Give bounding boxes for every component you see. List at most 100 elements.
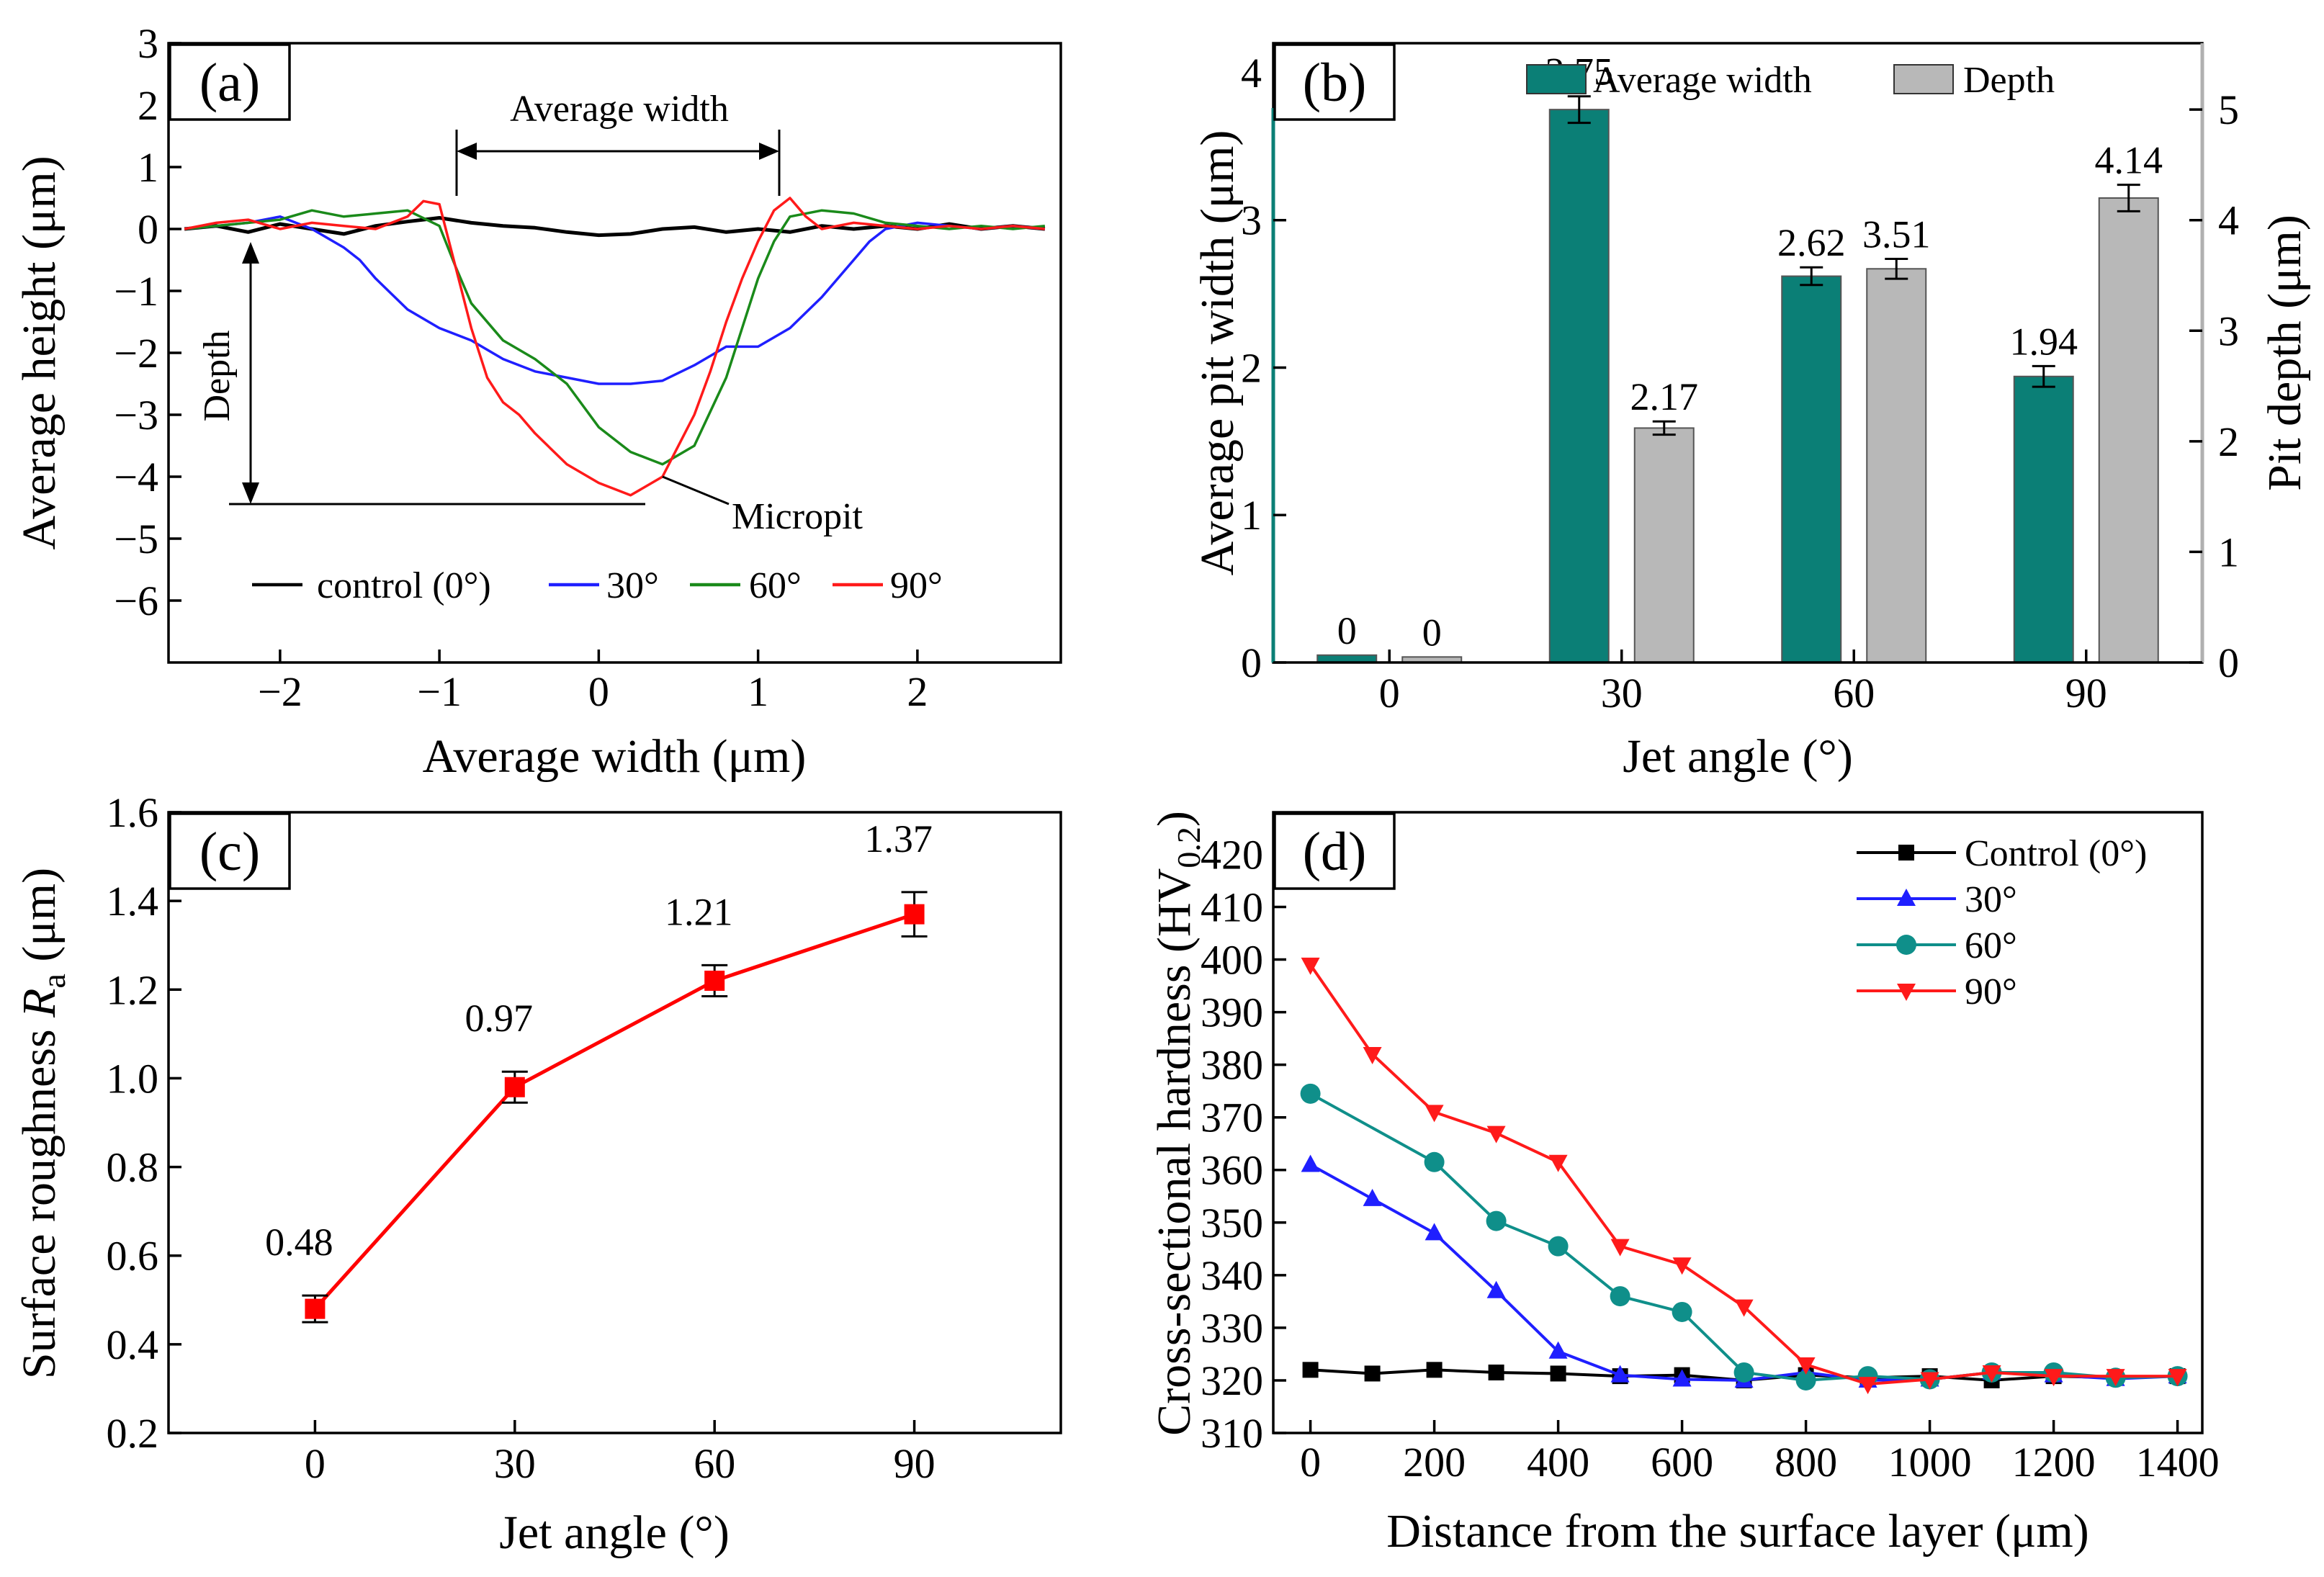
- panel-b-y-tick-label: 4: [1241, 50, 1262, 96]
- panel-d-line-chart: 310 320 330 340 350 360 370 380 390 400 410 420 0 200…: [1148, 811, 2220, 1558]
- point-30-: [1486, 1280, 1506, 1298]
- panel-d-x-tick-label: 0: [1300, 1439, 1321, 1486]
- bar-data-label: 1.94: [2010, 320, 2078, 363]
- panel-b-legend: Average width Depth: [1526, 60, 2055, 101]
- panel-a-ticks: 3 2 1 0 −1 −2 −3 −4 −5 −6 −2 −1 0 1 2: [114, 20, 928, 715]
- panel-a-legend: control (0°) 30° 60° 90°: [252, 565, 943, 606]
- panel-b-y-tick-label: 1: [1241, 492, 1262, 539]
- point-control-0-: [1426, 1362, 1443, 1378]
- panel-b-label: (b): [1303, 53, 1367, 113]
- legend-label-control: control (0°): [317, 565, 491, 606]
- panel-b-y-tick-label: 0: [1241, 639, 1262, 686]
- panel-d-y-tick-label: 360: [1201, 1147, 1263, 1194]
- panel-d-y-tick-label: 400: [1201, 937, 1263, 984]
- point-90-: [1363, 1047, 1382, 1065]
- series-line-30-: [1309, 1163, 2178, 1382]
- average-width-annotation-text: Average width: [510, 89, 729, 130]
- panel-a-y-tick-label: −4: [114, 454, 158, 500]
- bar-average-width: [2013, 375, 2074, 663]
- panel-b-y-right-tick-label: 2: [2218, 418, 2239, 465]
- point-90-: [1734, 1299, 1754, 1317]
- legend-marker-60-: [1896, 935, 1916, 955]
- point-90-: [2044, 1369, 2063, 1387]
- point-30-: [1425, 1223, 1444, 1241]
- panel-c-x-tick-label: 0: [305, 1440, 326, 1487]
- panel-c-y-tick-label: 0.4: [107, 1321, 159, 1368]
- panel-b-bar-chart: 003.752.172.623.511.944.14 0123401234503…: [1191, 42, 2311, 783]
- legend-label-average-width: Average width: [1593, 60, 1812, 101]
- panel-c-y-axis-unit: (μm): [13, 868, 66, 974]
- micropit-annotation-text: Micropit: [732, 496, 863, 537]
- legend-marker-30-: [1897, 889, 1916, 906]
- point-60-: [1548, 1236, 1569, 1257]
- point-control-0-: [1550, 1365, 1566, 1382]
- panel-a-line-chart: 3 2 1 0 −1 −2 −3 −4 −5 −6 −2 −1 0 1 2 (a) Average widt…: [13, 20, 1062, 783]
- panel-a-x-tick-label: 1: [748, 668, 768, 715]
- legend-label-depth: Depth: [1963, 60, 2055, 101]
- panel-d-frame: [1272, 811, 2204, 1434]
- panel-a-x-axis-label: Average width (μm): [423, 730, 807, 783]
- legend-label-control-0-: Control (0°): [1965, 833, 2147, 874]
- panel-d-y-tick-label: 310: [1201, 1410, 1263, 1457]
- bar-data-label: 4.14: [2095, 139, 2163, 182]
- series-line-60-: [1309, 1092, 2178, 1382]
- panel-b-label-box: [1273, 43, 1396, 121]
- panel-c-x-tick-label: 90: [894, 1440, 936, 1487]
- panel-d-x-tick-label: 800: [1775, 1439, 1837, 1486]
- series-line-60-: [184, 209, 1046, 466]
- roughness-data-label: 1.21: [665, 890, 733, 933]
- average-width-annotation: Average width: [455, 89, 781, 196]
- panel-b-y-right-tick-label: 0: [2218, 639, 2239, 686]
- bar-data-label: 0: [1422, 611, 1442, 654]
- panel-d-label-box: [1273, 812, 1396, 890]
- panel-b-x-tick-label: 60: [1833, 670, 1875, 716]
- panel-c-y-tick-label: 1.0: [107, 1055, 159, 1102]
- panel-d-series: [1300, 957, 2188, 1395]
- series-line-90-: [1309, 963, 2178, 1386]
- panel-d-y-tick-label: 320: [1201, 1357, 1263, 1404]
- panel-a-y-tick-label: 2: [138, 82, 158, 129]
- panel-a-y-tick-label: 3: [138, 20, 158, 67]
- roughness-data-label: 1.37: [864, 817, 933, 861]
- panel-a-x-tick-label: −2: [258, 668, 302, 715]
- depth-annotation-text: Depth: [197, 330, 238, 421]
- bar-depth: [1866, 268, 1927, 663]
- panel-b-y-right-tick-label: 4: [2218, 197, 2239, 244]
- panel-d-y-tick-label: 340: [1201, 1252, 1263, 1299]
- panel-c-x-tick-label: 30: [494, 1440, 536, 1487]
- legend-label-60: 60°: [749, 565, 802, 606]
- panel-b-y-right-tick-label: 1: [2218, 529, 2239, 575]
- point-90-: [1796, 1357, 1816, 1375]
- roughness-marker: [305, 1298, 326, 1319]
- panel-c-series: 0.48 0.97 1.21 1.37: [265, 817, 933, 1324]
- legend-swatch-average-width: [1526, 64, 1587, 94]
- roughness-data-label: 0.48: [265, 1221, 333, 1264]
- panel-c-y-tick-label: 0.2: [107, 1410, 159, 1457]
- legend-swatch-depth: [1893, 64, 1954, 94]
- panel-b-x-tick-label: 30: [1601, 670, 1643, 716]
- panel-b-bars: 003.752.172.623.511.944.14: [1316, 50, 2163, 664]
- panel-c-label: (c): [199, 822, 260, 882]
- point-30-: [1610, 1365, 1630, 1383]
- panel-c-y-axis-label: Surface roughness Ra (μm): [13, 868, 72, 1379]
- point-90-: [1301, 957, 1320, 975]
- panel-a-y-tick-label: −6: [114, 578, 158, 624]
- point-30-: [1301, 1154, 1320, 1172]
- bar-data-label: 3.51: [1862, 212, 1931, 256]
- panel-d-y-tick-label: 330: [1201, 1305, 1263, 1352]
- panel-d-label: (d): [1303, 822, 1367, 882]
- bar-data-label: 2.62: [1777, 221, 1846, 264]
- bar-data-label: 2.17: [1630, 375, 1699, 418]
- point-90-: [1486, 1126, 1506, 1144]
- point-60-: [1300, 1083, 1321, 1104]
- panel-d-ticks: 310 320 330 340 350 360 370 380 390 400 410 420 0 200…: [1201, 831, 2220, 1486]
- point-90-: [1425, 1105, 1444, 1123]
- panel-d-x-tick-label: 1400: [2136, 1439, 2220, 1486]
- panel-c-y-tick-label: 0.6: [107, 1233, 159, 1280]
- panel-d-y-tick-label: 390: [1201, 989, 1263, 1036]
- panel-d-legend: Control (0°) 30° 60° 90°: [1857, 833, 2147, 1012]
- legend-marker-control-0-: [1898, 845, 1914, 861]
- roughness-data-label: 0.97: [465, 997, 534, 1040]
- point-60-: [1424, 1151, 1445, 1172]
